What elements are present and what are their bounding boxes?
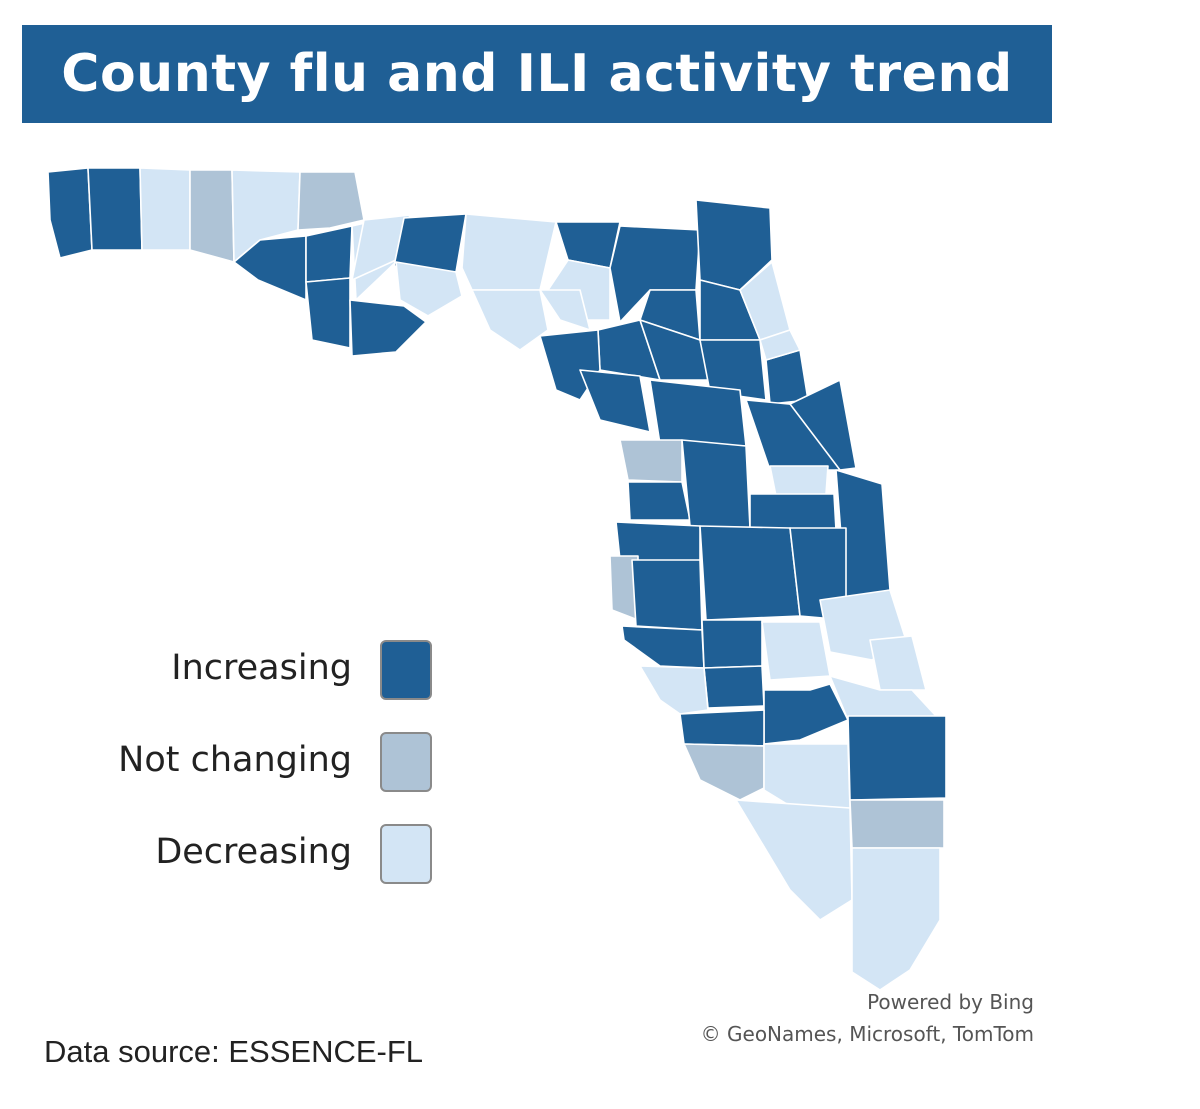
county-decreasing	[395, 261, 463, 317]
county-decreasing	[761, 621, 831, 681]
county-increasing	[649, 379, 747, 447]
legend-item-decreasing: Decreasing	[100, 820, 440, 912]
county-increasing	[87, 167, 143, 251]
county-decreasing	[759, 329, 801, 361]
data-source-note: Data source: ESSENCE-FL	[44, 1034, 424, 1069]
county-decreasing	[869, 635, 927, 691]
county-increasing	[681, 439, 751, 529]
county-increasing	[627, 481, 691, 521]
legend-label: Not changing	[118, 740, 352, 780]
county-increasing	[749, 493, 837, 531]
legend-swatch-decreasing	[380, 824, 432, 884]
county-increasing	[305, 277, 351, 349]
county-decreasing	[735, 799, 853, 921]
county-increasing	[699, 525, 801, 621]
legend-item-not-changing: Not changing	[100, 728, 440, 820]
county-increasing	[621, 625, 705, 669]
county-increasing	[631, 559, 703, 631]
county-not-changing	[849, 799, 945, 849]
map-attribution-bing: Powered by Bing	[867, 990, 1034, 1014]
county-not-changing	[683, 743, 765, 801]
county-decreasing	[639, 665, 709, 715]
county-increasing	[555, 221, 621, 269]
county-increasing	[701, 619, 763, 669]
county-increasing	[349, 299, 427, 357]
legend-swatch-increasing	[380, 640, 432, 700]
florida-map	[0, 140, 1200, 1020]
county-increasing	[763, 683, 849, 745]
map-attribution-copyright: © GeoNames, Microsoft, TomTom	[700, 1022, 1034, 1046]
county-not-changing	[297, 171, 365, 231]
county-decreasing	[461, 213, 557, 291]
county-layer	[47, 167, 947, 991]
legend-item-increasing: Increasing	[100, 636, 440, 728]
county-increasing	[703, 665, 765, 709]
county-decreasing	[851, 847, 941, 991]
county-increasing	[789, 379, 857, 471]
map-title: County flu and ILI activity trend	[61, 44, 1013, 104]
county-decreasing	[231, 169, 301, 263]
county-increasing	[679, 709, 765, 747]
county-not-changing	[189, 169, 235, 263]
county-increasing	[579, 369, 651, 433]
county-decreasing	[539, 289, 591, 331]
county-increasing	[847, 715, 947, 801]
county-decreasing	[769, 465, 829, 497]
county-increasing	[699, 339, 767, 401]
legend-label: Increasing	[171, 648, 352, 688]
county-decreasing	[763, 743, 851, 813]
county-decreasing	[471, 289, 549, 351]
county-increasing	[305, 225, 353, 283]
county-increasing	[47, 167, 93, 259]
county-not-changing	[619, 439, 683, 483]
county-decreasing	[829, 675, 937, 721]
legend-swatch-not-changing	[380, 732, 432, 792]
title-bar: County flu and ILI activity trend	[22, 25, 1052, 123]
florida-map-svg	[47, 167, 947, 991]
legend: Increasing Not changing Decreasing	[100, 636, 440, 912]
county-decreasing	[139, 167, 191, 251]
legend-label: Decreasing	[155, 832, 352, 872]
